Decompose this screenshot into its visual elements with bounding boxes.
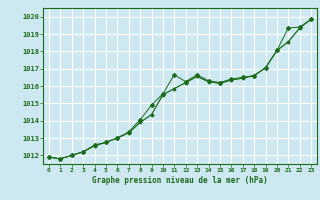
- X-axis label: Graphe pression niveau de la mer (hPa): Graphe pression niveau de la mer (hPa): [92, 176, 268, 185]
